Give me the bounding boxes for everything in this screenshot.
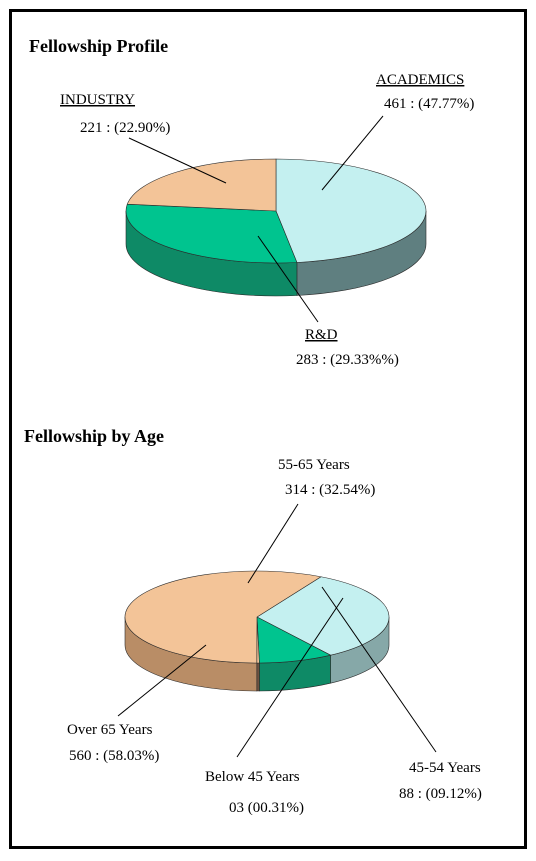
leader-line-over-65 (117, 644, 207, 717)
label-rd: R&D (305, 327, 338, 343)
pie-sides (124, 616, 390, 692)
value-academics: 461 : (47.77%) (384, 96, 474, 112)
value-over-65: 560 : (58.03%) (69, 748, 159, 764)
leader-line-55-65 (247, 503, 299, 584)
value-rd: 283 : (29.33%%) (296, 352, 399, 368)
figure-frame (9, 9, 527, 849)
value-industry: 221 : (22.90%) (80, 120, 170, 136)
label-55-65: 55-65 Years (278, 457, 350, 473)
label-below-45: Below 45 Years (205, 769, 300, 785)
pie-slice-academics (275, 158, 427, 263)
leader-line-academics (321, 115, 384, 191)
value-45-54: 88 : (09.12%) (399, 786, 482, 802)
pie-slice-over-65-years (124, 570, 322, 664)
label-over-65: Over 65 Years (67, 722, 153, 738)
leader-line-rd (257, 235, 319, 323)
pie-slice-industry (126, 158, 277, 212)
label-industry: INDUSTRY (60, 92, 135, 108)
label-academics: ACADEMICS (376, 72, 464, 88)
pie-side-below-45-years (256, 662, 260, 692)
pie-slice-r-d (125, 203, 298, 264)
leader-line-industry (128, 137, 227, 184)
chart-title-age: Fellowship by Age (24, 426, 165, 446)
value-below-45: 03 (00.31%) (229, 800, 304, 816)
chart-title-profile: Fellowship Profile (29, 36, 169, 56)
leader-line-below-45 (236, 597, 344, 758)
pie-chart-profile (125, 158, 427, 297)
pie-chart-age (124, 570, 390, 692)
leader-line-45-54 (321, 586, 437, 753)
value-55-65: 314 : (32.54%) (285, 482, 375, 498)
leader-lines (117, 115, 437, 758)
label-45-54: 45-54 Years (409, 760, 481, 776)
